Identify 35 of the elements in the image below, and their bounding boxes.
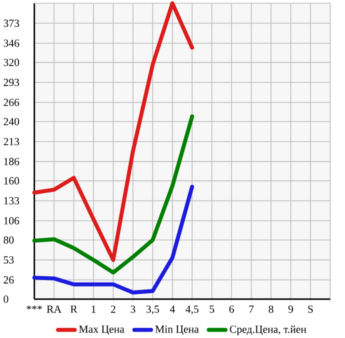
y-tick-label: 266: [4, 98, 20, 106]
y-tick-label: 346: [4, 39, 20, 47]
legend-label: Max Цена: [79, 326, 124, 335]
y-tick-label: 293: [4, 78, 20, 86]
y-tick-label: 133: [4, 197, 20, 204]
x-tick-label: 2: [111, 305, 116, 313]
x-tick-label: 3,5: [146, 305, 160, 314]
y-tick-label: 320: [4, 58, 20, 66]
legend-label: Сред.Цена, т.йен: [230, 325, 306, 336]
x-tick-label: 4,5: [186, 305, 198, 314]
y-tick-label: 0: [4, 295, 8, 303]
line-series: [32, 1, 194, 262]
x-tick-label: 9: [288, 305, 294, 313]
y-tick-label: 186: [4, 158, 20, 166]
x-tick-label: 1: [92, 305, 96, 313]
x-tick-label: 5: [210, 305, 214, 313]
y-tick-label: 373: [4, 19, 20, 27]
legend-label: Min Цена: [155, 325, 199, 335]
y-tick-label: 80: [4, 236, 14, 244]
x-tick-label: R: [70, 305, 78, 313]
x-tick-label: ***: [26, 305, 42, 310]
line-series: [32, 114, 194, 274]
x-tick-label: 7: [249, 305, 254, 313]
x-tick-label: S: [308, 305, 313, 313]
y-tick-label: 160: [4, 177, 20, 184]
x-tick-label: RA: [46, 305, 62, 313]
y-tick-label: 213: [4, 138, 20, 146]
x-tick-label: 6: [229, 305, 234, 313]
x-tick-label: 4: [170, 305, 175, 313]
y-tick-label: 106: [4, 216, 20, 224]
y-tick-label: 53: [4, 256, 14, 264]
x-tick-label: 8: [268, 305, 274, 313]
y-tick-label: 240: [4, 118, 20, 126]
x-tick-label: 3: [130, 305, 136, 313]
y-tick-label: 26: [4, 276, 14, 284]
